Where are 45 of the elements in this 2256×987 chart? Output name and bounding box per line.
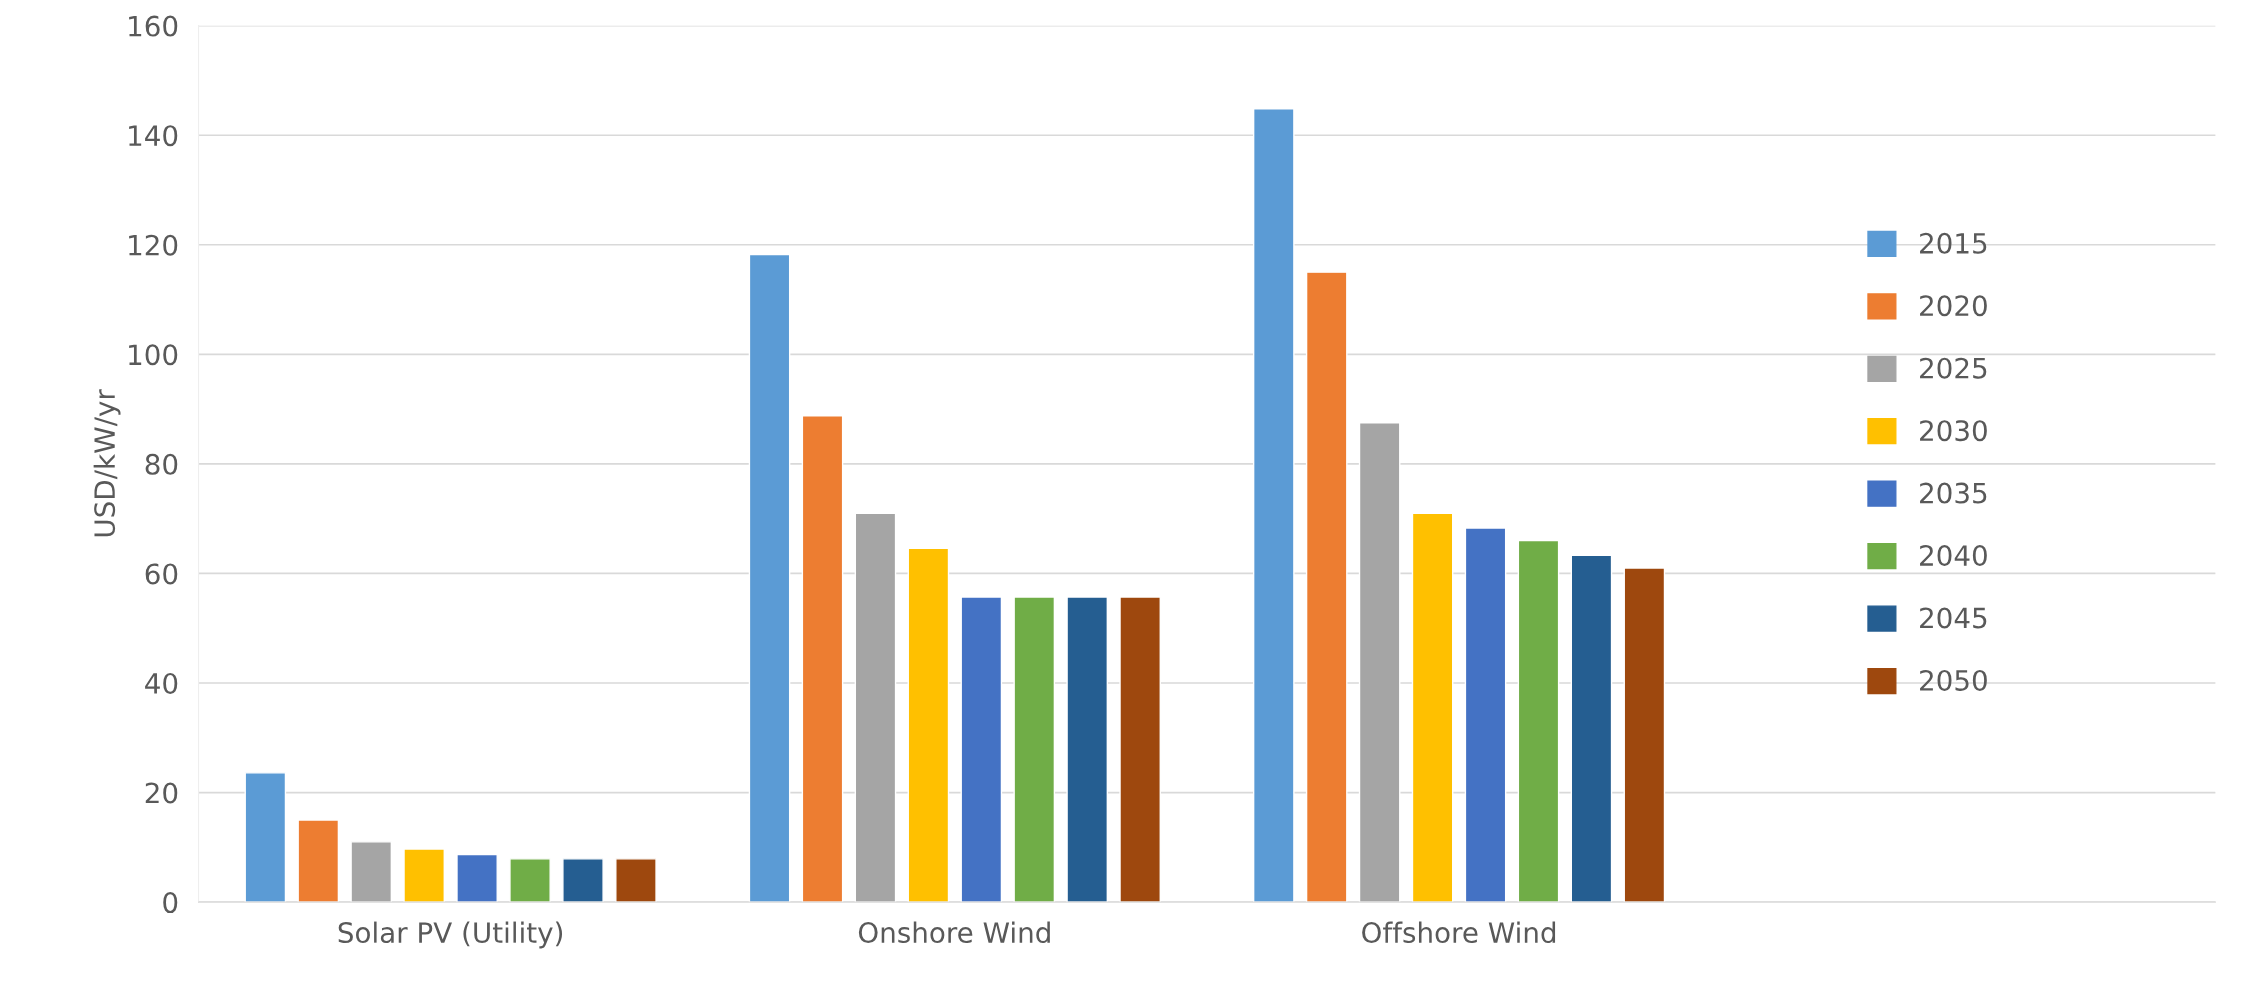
bar bbox=[1066, 596, 1109, 903]
bar bbox=[1623, 567, 1666, 903]
bar bbox=[297, 819, 340, 903]
y-tick-label: 40 bbox=[145, 672, 178, 694]
bar bbox=[1411, 512, 1454, 903]
y-tick-label: 60 bbox=[145, 563, 178, 585]
legend-label: 2045 bbox=[1920, 607, 1987, 629]
bar bbox=[244, 772, 287, 903]
y-tick-label: 80 bbox=[145, 453, 178, 475]
y-tick-label: 20 bbox=[145, 782, 178, 804]
legend-label: 2035 bbox=[1920, 482, 1987, 504]
legend-label: 2050 bbox=[1920, 669, 1987, 691]
y-tick-label: 100 bbox=[129, 344, 178, 366]
y-tick-label: 0 bbox=[163, 892, 178, 914]
bar bbox=[562, 858, 604, 903]
y-tick-label: 140 bbox=[129, 125, 178, 147]
bar bbox=[1119, 596, 1161, 903]
bar bbox=[615, 858, 657, 903]
legend-label: 2025 bbox=[1920, 357, 1987, 379]
legend-label: 2015 bbox=[1920, 232, 1987, 254]
x-tick-label: Solar PV (Utility) bbox=[338, 921, 563, 949]
bar bbox=[1570, 554, 1613, 903]
bar bbox=[854, 512, 897, 903]
bar bbox=[907, 547, 950, 903]
bar bbox=[1305, 271, 1348, 903]
y-axis-title: USD/kW/yr bbox=[93, 389, 121, 537]
legend-label: 2020 bbox=[1920, 295, 1987, 317]
x-tick-label: Offshore Wind bbox=[1362, 921, 1556, 944]
legend-label: 2030 bbox=[1920, 420, 1987, 442]
bar bbox=[1517, 539, 1560, 903]
legend-label: 2040 bbox=[1920, 545, 1987, 567]
bar bbox=[509, 858, 551, 903]
bar bbox=[1013, 596, 1056, 903]
bar bbox=[748, 253, 791, 903]
bar bbox=[350, 841, 393, 903]
x-tick-label: Onshore Wind bbox=[858, 921, 1050, 944]
bar bbox=[1252, 108, 1295, 903]
y-tick-label: 120 bbox=[129, 234, 178, 256]
bar bbox=[1464, 527, 1507, 903]
bar bbox=[960, 596, 1003, 903]
bar bbox=[1358, 422, 1401, 903]
y-tick-label: 160 bbox=[129, 15, 178, 37]
bar bbox=[801, 414, 844, 903]
bar bbox=[456, 853, 498, 903]
bar bbox=[403, 848, 445, 903]
